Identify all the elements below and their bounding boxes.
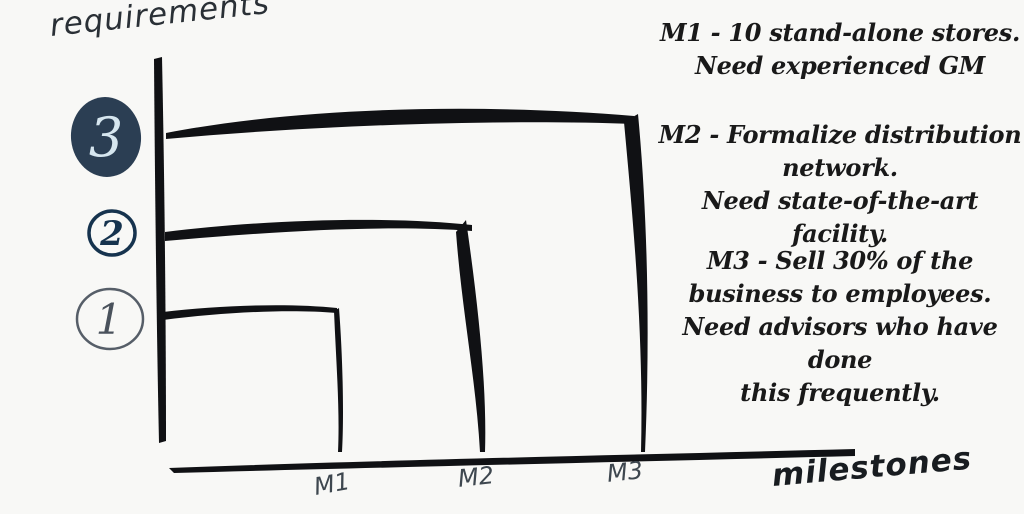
step2-vertical-line bbox=[456, 220, 486, 452]
level-2-number: 2 bbox=[99, 214, 124, 254]
annotation-m2: M2 - Formalize distribution network. Nee… bbox=[650, 118, 1024, 250]
step3-vertical-line bbox=[624, 114, 648, 452]
annotation-m2-line1: M2 - Formalize distribution bbox=[658, 120, 1022, 149]
annotation-m3-line3: Need advisors who have done bbox=[682, 312, 998, 374]
annotation-m1-line1: M1 - 10 stand-alone stores. bbox=[659, 18, 1021, 47]
annotation-m3-line2: business to employees. bbox=[688, 279, 992, 308]
annotation-m3: M3 - Sell 30% of the business to employe… bbox=[650, 244, 1024, 409]
level-3-badge-circle bbox=[70, 97, 142, 177]
annotation-m2-line3: Need state-of-the-art facility. bbox=[701, 186, 979, 248]
annotation-m1-line2: Need experienced GM bbox=[694, 51, 986, 80]
level-1-badge-circle bbox=[75, 287, 145, 351]
annotation-m2-line2: network. bbox=[782, 153, 898, 182]
step1-horizontal-line bbox=[163, 305, 337, 320]
y-axis-line bbox=[154, 57, 166, 443]
level-3-number: 3 bbox=[89, 106, 123, 169]
step2-horizontal-line bbox=[165, 219, 472, 241]
annotation-m1: M1 - 10 stand-alone stores. Need experie… bbox=[650, 16, 1024, 82]
step3-horizontal-line bbox=[166, 108, 635, 139]
step1-vertical-line bbox=[334, 308, 343, 452]
x-tick-m3: M3 bbox=[605, 456, 645, 488]
annotation-m3-line4: this frequently. bbox=[740, 378, 940, 407]
x-tick-m2: M2 bbox=[456, 461, 496, 493]
x-axis-line bbox=[169, 449, 855, 473]
level-1-number: 1 bbox=[96, 295, 123, 344]
level-2-badge-circle bbox=[87, 209, 137, 257]
annotation-m3-line1: M3 - Sell 30% of the bbox=[706, 246, 974, 275]
